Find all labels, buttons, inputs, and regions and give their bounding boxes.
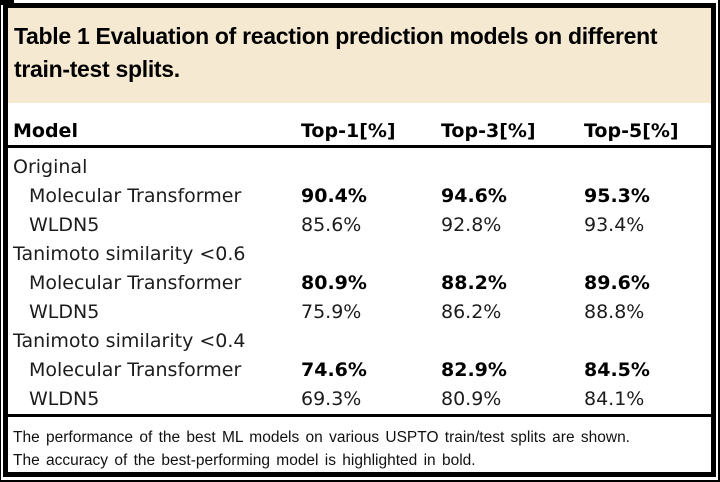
column-header-model: Model (13, 120, 78, 142)
top1-value: 74.6% (301, 359, 367, 381)
model-row: Molecular Transformer 90.4% 94.6% 95.3% (8, 182, 711, 211)
column-header-top3: Top-3[%] (441, 120, 536, 142)
top5-value: 89.6% (584, 272, 650, 294)
top3-value: 94.6% (441, 185, 507, 207)
model-row: Molecular Transformer 74.6% 82.9% 84.5% (8, 356, 711, 385)
header-rule (8, 145, 711, 148)
top5-value: 93.4% (584, 214, 645, 236)
model-row: WLDN5 85.6% 92.8% 93.4% (8, 211, 711, 240)
column-header-top5: Top-5[%] (584, 120, 679, 142)
top1-value: 75.9% (301, 301, 362, 323)
table-body: Original Molecular Transformer 90.4% 94.… (8, 148, 711, 414)
model-name: WLDN5 (29, 388, 100, 410)
table-title-band: Table 1 Evaluation of reaction predictio… (8, 8, 711, 103)
top1-value: 80.9% (301, 272, 367, 294)
group-label: Original (13, 156, 88, 178)
table-footnote: The performance of the best ML models on… (8, 417, 711, 472)
top1-value: 85.6% (301, 214, 362, 236)
model-row: WLDN5 69.3% 80.9% 84.1% (8, 385, 711, 414)
top3-value: 80.9% (441, 388, 502, 410)
top1-value: 69.3% (301, 388, 362, 410)
footnote-line: The performance of the best ML models on… (13, 429, 630, 446)
group-label: Tanimoto similarity <0.4 (13, 330, 246, 352)
model-name: WLDN5 (29, 301, 100, 323)
model-name: Molecular Transformer (29, 185, 242, 207)
group-row-original: Original (8, 153, 711, 182)
table-header-row: Model Top-1[%] Top-3[%] Top-5[%] (8, 118, 711, 145)
top3-value: 92.8% (441, 214, 502, 236)
top3-value: 88.2% (441, 272, 507, 294)
group-label: Tanimoto similarity <0.6 (13, 243, 246, 265)
top5-value: 95.3% (584, 185, 650, 207)
column-header-top1: Top-1[%] (301, 120, 396, 142)
group-row-tanimoto-04: Tanimoto similarity <0.4 (8, 327, 711, 356)
top1-value: 90.4% (301, 185, 367, 207)
footnote-rule (8, 414, 711, 417)
model-name: Molecular Transformer (29, 359, 242, 381)
model-row: WLDN5 75.9% 86.2% 88.8% (8, 298, 711, 327)
top3-value: 86.2% (441, 301, 502, 323)
footnote-line: The accuracy of the best-performing mode… (13, 452, 476, 469)
model-name: WLDN5 (29, 214, 100, 236)
top3-value: 82.9% (441, 359, 507, 381)
table-title: Table 1 Evaluation of reaction predictio… (14, 23, 658, 82)
top5-value: 84.5% (584, 359, 650, 381)
top5-value: 84.1% (584, 388, 645, 410)
model-row: Molecular Transformer 80.9% 88.2% 89.6% (8, 269, 711, 298)
group-row-tanimoto-06: Tanimoto similarity <0.6 (8, 240, 711, 269)
model-name: Molecular Transformer (29, 272, 242, 294)
top5-value: 88.8% (584, 301, 645, 323)
table-frame: Table 1 Evaluation of reaction predictio… (3, 3, 716, 477)
crop-artifact (1, 0, 14, 5)
